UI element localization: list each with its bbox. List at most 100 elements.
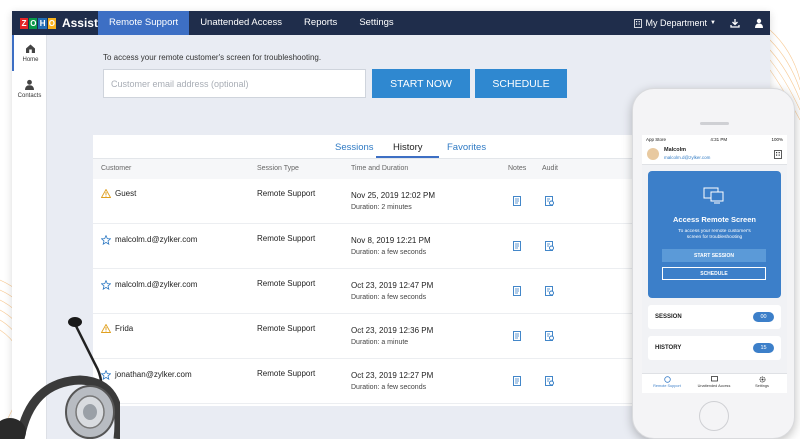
status-carrier: App Store: [646, 137, 667, 142]
start-session-button[interactable]: START SESSION: [662, 249, 766, 262]
sessions-panel: Sessions History Favorites Customer Sess…: [93, 135, 636, 406]
nav-tab-remote-support[interactable]: Remote Support: [98, 11, 190, 35]
customer-email-input[interactable]: [103, 69, 366, 98]
chevron-down-icon: ▼: [710, 20, 716, 26]
column-header-notes: Notes: [508, 165, 527, 172]
history-count-row[interactable]: HISTORY 15: [648, 336, 781, 360]
phone-tab-unattended-access[interactable]: Unattended Access: [694, 376, 734, 388]
session-type: Remote Support: [257, 189, 316, 198]
zoho-logo: Z O H O Assist: [20, 16, 98, 30]
session-type: Remote Support: [257, 369, 316, 378]
avatar[interactable]: [647, 148, 659, 160]
logo-letter: O: [47, 17, 56, 29]
logo-letter: O: [29, 17, 38, 29]
session-time: Oct 23, 2019 12:36 PM: [351, 326, 434, 335]
table-row[interactable]: Guest Remote Support Nov 25, 2019 12:02 …: [93, 179, 636, 224]
status-battery: 100%: [771, 137, 783, 142]
session-count-row[interactable]: SESSION 00: [648, 305, 781, 329]
tab-favorites[interactable]: Favorites: [447, 142, 487, 153]
card-description: To access your remote customer's: [678, 229, 751, 234]
session-type: Remote Support: [257, 279, 316, 288]
department-icon[interactable]: [774, 150, 782, 162]
notes-icon[interactable]: [513, 286, 522, 299]
table-row[interactable]: malcolm.d@zylker.com Remote Support Nov …: [93, 224, 636, 269]
phone-tab-label: Unattended Access: [697, 384, 731, 388]
product-name: Assist: [61, 16, 98, 30]
notes-icon[interactable]: [513, 331, 522, 344]
column-header-audit: Audit: [542, 165, 558, 172]
phone-home-button: [699, 401, 729, 431]
customer-name: jonathan@zylker.com: [115, 370, 192, 379]
audit-icon[interactable]: [545, 196, 555, 209]
contact-icon: [25, 79, 34, 90]
customer-name: Guest: [115, 189, 137, 198]
phone-speaker: [700, 122, 729, 125]
department-label: My Department: [645, 18, 708, 28]
phone-tab-bar: Remote Support Unattended Access Setting…: [642, 373, 787, 393]
star-icon[interactable]: [100, 369, 112, 382]
card-description: screen for troubleshooting: [686, 235, 743, 240]
department-icon: [633, 18, 642, 28]
table-row[interactable]: malcolm.d@zylker.com Remote Support Oct …: [93, 269, 636, 314]
status-time: 4:31 PM: [710, 137, 728, 142]
session-type: Remote Support: [257, 324, 316, 333]
start-now-button[interactable]: START NOW: [372, 69, 470, 98]
nav-tab-settings[interactable]: Settings: [359, 17, 394, 28]
tab-history[interactable]: History: [393, 142, 423, 153]
tab-sessions[interactable]: Sessions: [335, 142, 374, 153]
column-header-customer: Customer: [101, 165, 132, 172]
phone-schedule-button[interactable]: SCHEDULE: [662, 267, 766, 280]
gear-icon: [759, 376, 765, 383]
notes-icon[interactable]: [513, 196, 522, 209]
warning-icon: [100, 188, 112, 200]
top-right-controls: My Department ▼: [620, 11, 764, 35]
department-selector[interactable]: My Department ▼: [633, 18, 716, 28]
user-profile-icon[interactable]: [754, 18, 764, 28]
active-tab-indicator: [376, 156, 439, 158]
headset-illustration: [0, 317, 120, 439]
table-row[interactable]: jonathan@zylker.com Remote Support Oct 2…: [93, 359, 636, 404]
sidebar-item-home[interactable]: Home: [12, 35, 47, 71]
phone-user-name: Malcolm: [664, 147, 687, 153]
phone-user-email: malcolm.d@zylker.com: [664, 155, 711, 160]
session-duration: Duration: a few seconds: [351, 384, 427, 391]
left-sidebar: Home Contacts: [12, 35, 47, 439]
phone-tab-remote-support[interactable]: Remote Support: [647, 376, 687, 388]
phone-tab-settings[interactable]: Settings: [742, 376, 782, 388]
download-icon[interactable]: [730, 18, 740, 28]
phone-user-header: Malcolm malcolm.d@zylker.com: [642, 145, 787, 165]
home-icon: [26, 44, 35, 53]
count-badge: 15: [753, 343, 774, 353]
column-header-time: Time and Duration: [351, 165, 409, 172]
phone-tab-label: Settings: [755, 384, 769, 388]
audit-icon[interactable]: [545, 241, 555, 254]
card-title: Access Remote Screen: [673, 215, 756, 224]
audit-icon[interactable]: [545, 331, 555, 344]
monitor-icon: [710, 376, 718, 382]
phone-status-bar: App Store 4:31 PM 100%: [642, 135, 787, 145]
session-tabs: Sessions History Favorites: [93, 135, 636, 159]
stat-label: HISTORY: [655, 345, 682, 351]
nav-tab-unattended-access[interactable]: Unattended Access: [200, 17, 283, 28]
star-icon[interactable]: [100, 234, 112, 247]
audit-icon[interactable]: [545, 286, 555, 299]
customer-name: Frida: [115, 324, 134, 333]
table-header: Customer Session Type Time and Duration …: [93, 159, 636, 179]
logo-letter: H: [38, 17, 47, 29]
session-time: Nov 8, 2019 12:21 PM: [351, 236, 431, 245]
stat-label: SESSION: [655, 314, 682, 320]
schedule-button[interactable]: SCHEDULE: [475, 69, 567, 98]
access-remote-card: Access Remote Screen To access your remo…: [648, 171, 781, 298]
sidebar-item-contacts[interactable]: Contacts: [12, 71, 47, 107]
phone-screen: App Store 4:31 PM 100% Malcolm malcolm.d…: [642, 135, 787, 393]
session-duration: Duration: 2 minutes: [351, 204, 412, 211]
column-header-session-type: Session Type: [257, 165, 299, 172]
nav-tab-reports[interactable]: Reports: [304, 17, 338, 28]
session-time: Oct 23, 2019 12:47 PM: [351, 281, 434, 290]
session-duration: Duration: a minute: [351, 339, 409, 346]
star-icon[interactable]: [100, 279, 112, 292]
audit-icon[interactable]: [545, 376, 555, 389]
notes-icon[interactable]: [513, 241, 522, 254]
notes-icon[interactable]: [513, 376, 522, 389]
table-row[interactable]: Frida Remote Support Oct 23, 2019 12:36 …: [93, 314, 636, 359]
